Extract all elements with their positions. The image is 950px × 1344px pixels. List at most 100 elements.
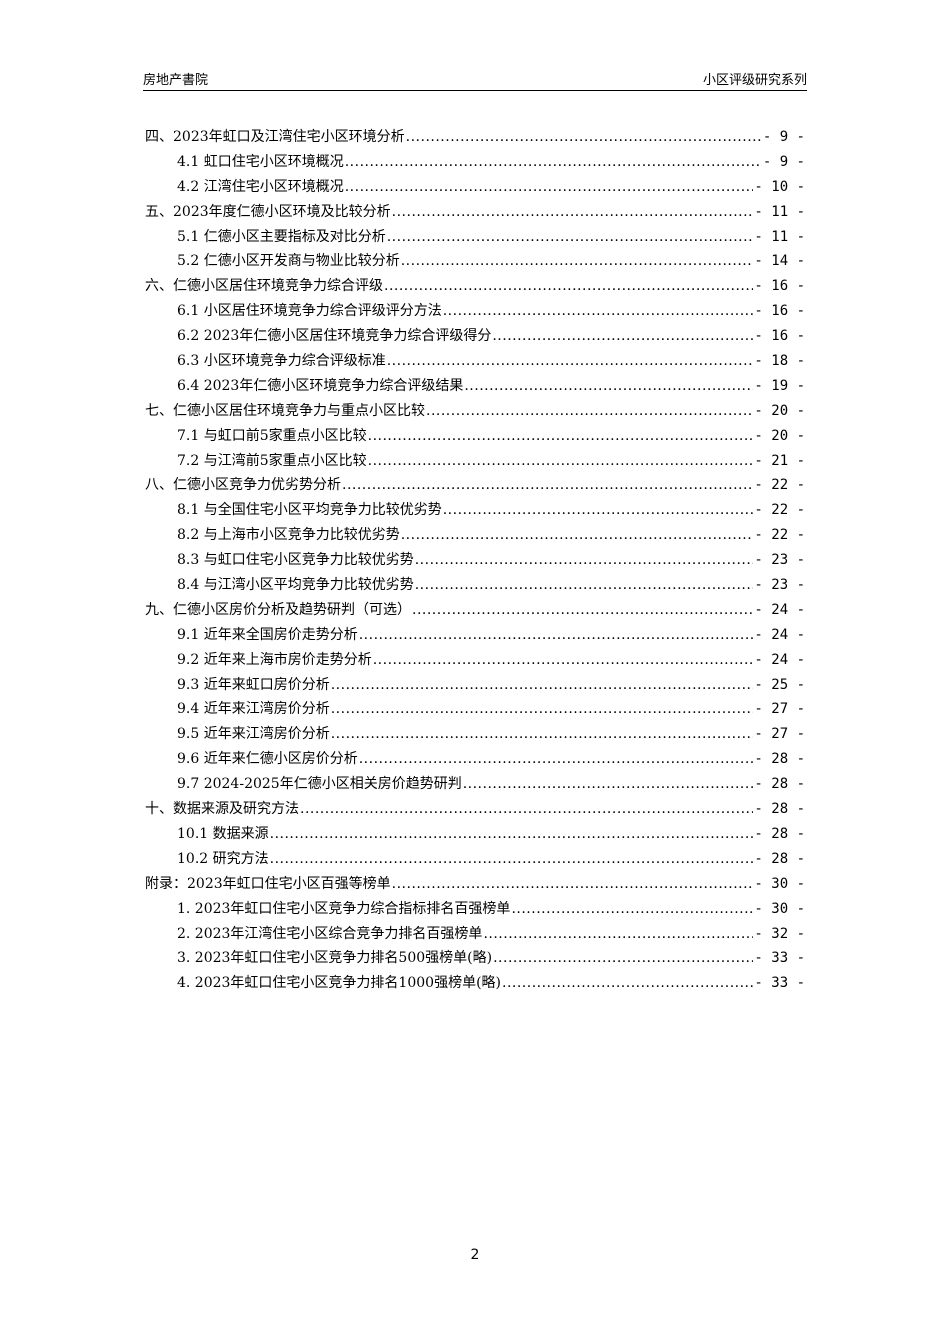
dot-leader — [483, 924, 753, 944]
toc-entry[interactable]: 6.2 2023年仁德小区居住环境竞争力综合评级得分 - 16 - — [145, 326, 805, 351]
toc-entry-page: - 24 - — [754, 651, 805, 668]
dot-leader — [345, 152, 762, 172]
dot-leader — [345, 177, 754, 197]
dot-leader — [415, 575, 754, 595]
toc-entry-page: - 24 - — [754, 601, 805, 618]
toc-entry-title: 1. 2023年虹口住宅小区竞争力综合指标排名百强榜单 — [177, 900, 511, 917]
toc-entry[interactable]: 9.6 近年来仁德小区房价分析 - 28 - — [145, 749, 805, 774]
toc-entry-title: 9.2 近年来上海市房价走势分析 — [177, 651, 372, 668]
toc-entry[interactable]: 8.2 与上海市小区竞争力比较优劣势 - 22 - — [145, 525, 805, 550]
toc-entry-page: - 22 - — [754, 502, 805, 519]
toc-entry-title: 2. 2023年江湾住宅小区综合竞争力排名百强榜单 — [177, 925, 483, 942]
toc-entry-title: 十、数据来源及研究方法 — [145, 801, 299, 818]
toc-entry[interactable]: 十、数据来源及研究方法 - 28 - — [145, 799, 805, 824]
toc-entry-page: - 27 - — [754, 701, 805, 718]
toc-entry[interactable]: 8.1 与全国住宅小区平均竞争力比较优劣势 - 22 - — [145, 500, 805, 525]
toc-entry-title: 附录：2023年虹口住宅小区百强等榜单 — [145, 875, 391, 892]
toc-entry-title: 9.3 近年来虹口房价分析 — [177, 676, 330, 693]
dot-leader — [406, 127, 762, 147]
toc-entry[interactable]: 六、仁德小区居住环境竞争力综合评级 - 16 - — [145, 276, 805, 301]
dot-leader — [401, 251, 754, 271]
toc-entry[interactable]: 九、仁德小区房价分析及趋势研判（可选） - 24 - — [145, 600, 805, 625]
page-number: 2 — [470, 1247, 480, 1263]
toc-entry-page: - 32 - — [754, 925, 805, 942]
toc-entry[interactable]: 7.2 与江湾前5家重点小区比较 - 21 - — [145, 451, 805, 476]
toc-entry[interactable]: 1. 2023年虹口住宅小区竞争力综合指标排名百强榜单 - 30 - — [145, 899, 805, 924]
toc-entry[interactable]: 八、仁德小区竞争力优劣势分析 - 22 - — [145, 475, 805, 500]
toc-entry[interactable]: 四、2023年虹口及江湾住宅小区环境分析 - 9 - — [145, 127, 805, 152]
toc-entry[interactable]: 9.4 近年来江湾房价分析 - 27 - — [145, 699, 805, 724]
toc-entry[interactable]: 9.7 2024-2025年仁德小区相关房价趋势研判 - 28 - — [145, 774, 805, 799]
toc-entry-title: 8.1 与全国住宅小区平均竞争力比较优劣势 — [177, 502, 442, 519]
toc-entry[interactable]: 8.3 与虹口住宅小区竞争力比较优劣势 - 23 - — [145, 550, 805, 575]
toc-entry-page: - 23 - — [754, 577, 805, 594]
toc-entry-title: 9.7 2024-2025年仁德小区相关房价趋势研判 — [177, 776, 462, 793]
toc-entry[interactable]: 9.2 近年来上海市房价走势分析 - 24 - — [145, 650, 805, 675]
dot-leader — [426, 401, 753, 421]
page-header: 房地产書院 小区评级研究系列 — [143, 68, 807, 91]
toc-entry[interactable]: 4.1 虹口住宅小区环境概况 - 9 - — [145, 152, 805, 177]
toc-entry[interactable]: 9.3 近年来虹口房价分析 - 25 - — [145, 675, 805, 700]
dot-leader — [502, 973, 753, 993]
toc-entry[interactable]: 10.2 研究方法 - 28 - — [145, 849, 805, 874]
dot-leader — [463, 774, 754, 794]
toc-entry-page: - 30 - — [754, 875, 805, 892]
dot-leader — [359, 625, 754, 645]
toc-entry[interactable]: 4.2 江湾住宅小区环境概况 - 10 - — [145, 177, 805, 202]
toc-entry-page: - 19 - — [754, 377, 805, 394]
toc-entry-page: - 11 - — [754, 203, 805, 220]
dot-leader — [401, 525, 754, 545]
toc-entry-page: - 20 - — [754, 427, 805, 444]
dot-leader — [443, 301, 754, 321]
toc-entry[interactable]: 6.4 2023年仁德小区环境竞争力综合评级结果 - 19 - — [145, 376, 805, 401]
toc-entry-page: - 33 - — [754, 950, 805, 967]
toc-entry-page: - 16 - — [754, 328, 805, 345]
toc-entry[interactable]: 10.1 数据来源 - 28 - — [145, 824, 805, 849]
toc-entry-title: 六、仁德小区居住环境竞争力综合评级 — [145, 278, 383, 295]
toc-entry-title: 7.2 与江湾前5家重点小区比较 — [177, 452, 367, 469]
toc-entry[interactable]: 9.5 近年来江湾房价分析 - 27 - — [145, 724, 805, 749]
toc-entry[interactable]: 6.3 小区环境竞争力综合评级标准 - 18 - — [145, 351, 805, 376]
dot-leader — [300, 799, 753, 819]
dot-leader — [387, 351, 754, 371]
toc-entry[interactable]: 5.1 仁德小区主要指标及对比分析 - 11 - — [145, 227, 805, 252]
toc-entry-page: - 28 - — [754, 801, 805, 818]
toc-entry[interactable]: 3. 2023年虹口住宅小区竞争力排名500强榜单(略) - 33 - — [145, 948, 805, 973]
toc-entry[interactable]: 6.1 小区居住环境竞争力综合评级评分方法 - 16 - — [145, 301, 805, 326]
header-right: 小区评级研究系列 — [702, 73, 807, 88]
dot-leader — [331, 724, 754, 744]
toc-entry-page: - 18 - — [754, 353, 805, 370]
toc-entry-page: - 14 - — [754, 253, 805, 270]
toc-entry[interactable]: 7.1 与虹口前5家重点小区比较 - 20 - — [145, 426, 805, 451]
toc-entry[interactable]: 9.1 近年来全国房价走势分析 - 24 - — [145, 625, 805, 650]
toc-entry-title: 6.3 小区环境竞争力综合评级标准 — [177, 353, 386, 370]
toc-entry-title: 四、2023年虹口及江湾住宅小区环境分析 — [145, 129, 405, 145]
toc-entry-page: - 16 - — [754, 278, 805, 295]
toc-entry-title: 九、仁德小区房价分析及趋势研判（可选） — [145, 601, 411, 618]
toc-entry-page: - 28 - — [754, 776, 805, 793]
dot-leader — [412, 600, 753, 620]
toc-entry-title: 8.3 与虹口住宅小区竞争力比较优劣势 — [177, 552, 414, 569]
toc-entry-page: - 33 - — [754, 975, 805, 992]
toc-entry-title: 9.4 近年来江湾房价分析 — [177, 701, 330, 718]
toc-entry[interactable]: 8.4 与江湾小区平均竞争力比较优劣势 - 23 - — [145, 575, 805, 600]
toc-entry-title: 8.4 与江湾小区平均竞争力比较优劣势 — [177, 577, 414, 594]
toc-entry[interactable]: 七、仁德小区居住环境竞争力与重点小区比较 - 20 - — [145, 401, 805, 426]
toc-entry[interactable]: 5.2 仁德小区开发商与物业比较分析 - 14 - — [145, 251, 805, 276]
toc-entry-title: 4. 2023年虹口住宅小区竞争力排名1000强榜单(略) — [177, 975, 501, 992]
toc-entry-page: - 9 - — [762, 153, 805, 170]
toc-entry[interactable]: 五、2023年度仁德小区环境及比较分析 - 11 - — [145, 202, 805, 227]
toc-entry-title: 9.6 近年来仁德小区房价分析 — [177, 751, 358, 768]
dot-leader — [373, 650, 754, 670]
dot-leader — [415, 550, 754, 570]
toc-entry-page: - 10 - — [754, 178, 805, 195]
dot-leader — [270, 849, 754, 869]
toc-entry-title: 七、仁德小区居住环境竞争力与重点小区比较 — [145, 402, 425, 419]
toc-entry-page: - 24 - — [754, 626, 805, 643]
dot-leader — [392, 202, 754, 222]
dot-leader — [387, 227, 754, 247]
toc-entry[interactable]: 4. 2023年虹口住宅小区竞争力排名1000强榜单(略) - 33 - — [145, 973, 805, 998]
toc-entry-title: 9.1 近年来全国房价走势分析 — [177, 626, 358, 643]
toc-entry[interactable]: 2. 2023年江湾住宅小区综合竞争力排名百强榜单 - 32 - — [145, 924, 805, 949]
toc-entry[interactable]: 附录：2023年虹口住宅小区百强等榜单 - 30 - — [145, 874, 805, 899]
